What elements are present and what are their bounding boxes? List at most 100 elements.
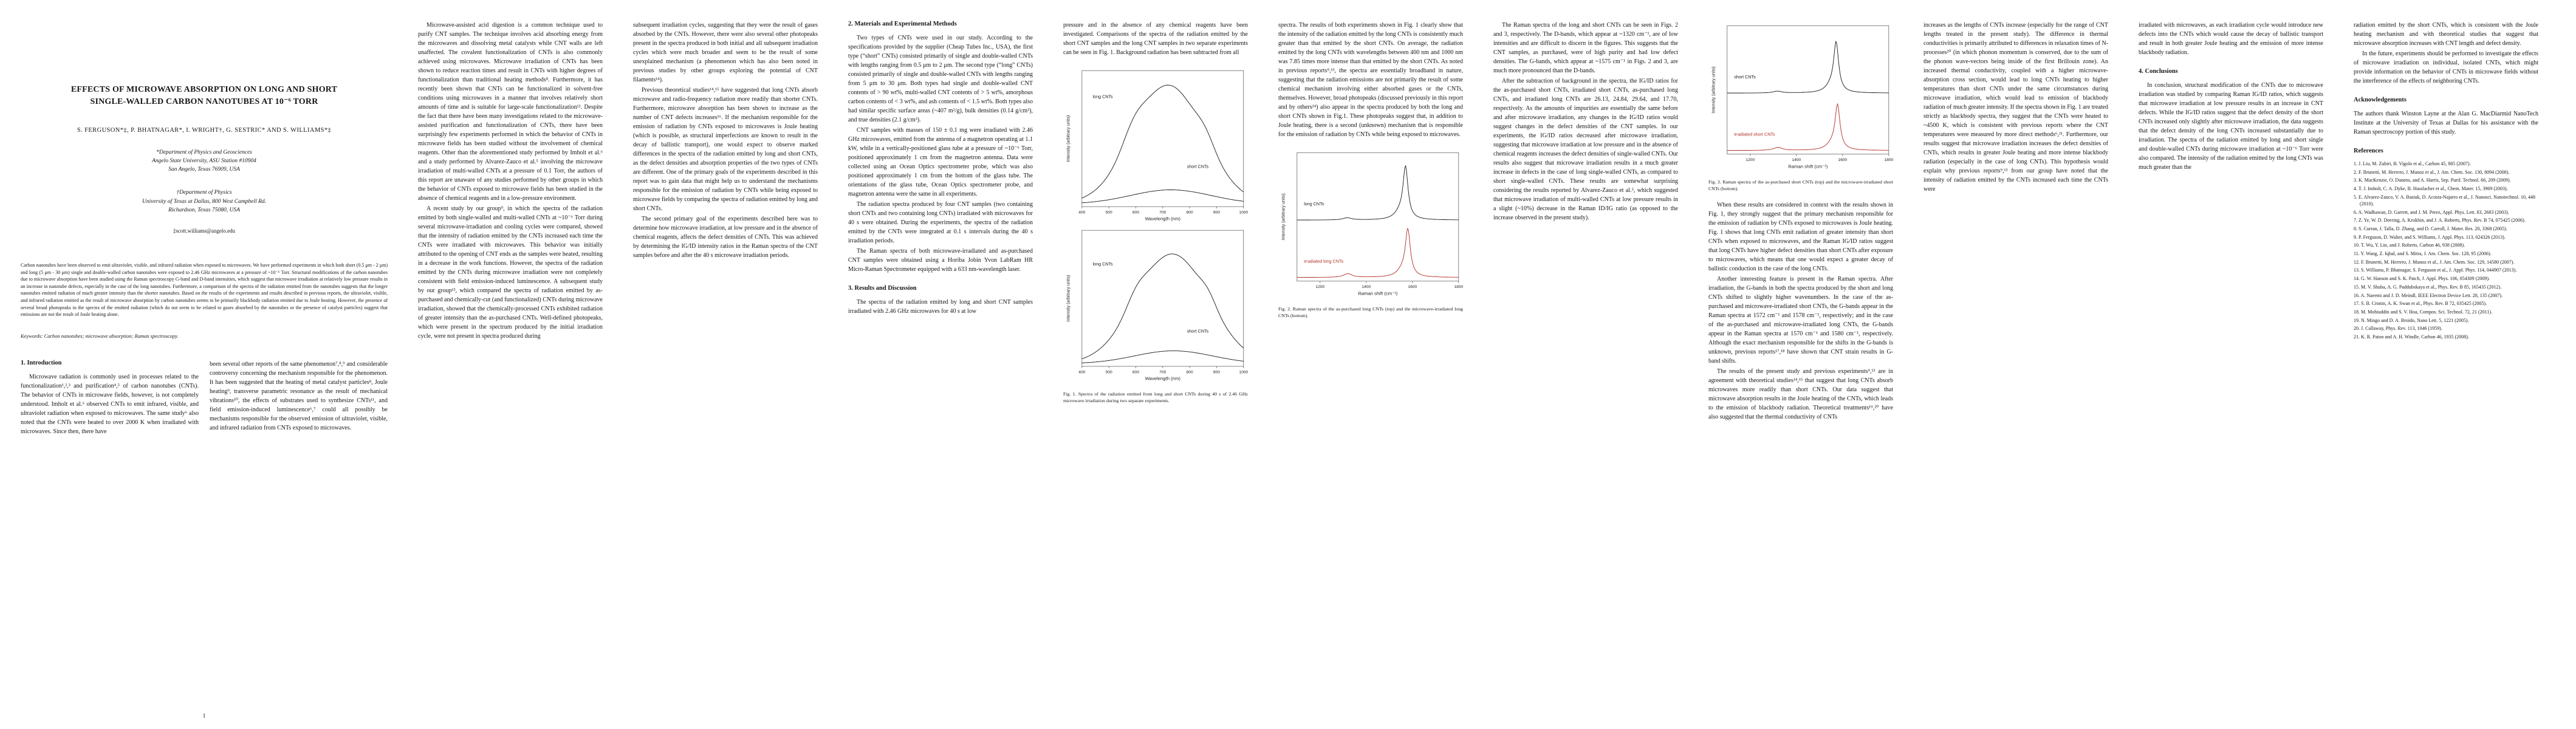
svg-text:600: 600 xyxy=(1132,210,1139,214)
introduction-paragraph-right: been several other reports of the same p… xyxy=(210,360,388,431)
column-11: radiation emitted by the short CNTs, whi… xyxy=(2354,21,2538,719)
body-paragraph: Another interesting feature is present i… xyxy=(1708,276,1893,365)
reference-item: 21. K. R. Paton and A. H. Windle, Carbon… xyxy=(2354,334,2469,340)
column-5: pressure and in the absence of any chemi… xyxy=(1063,21,1248,719)
fig2-series-as-purchased-long-CNTs xyxy=(1297,165,1459,221)
fig3-series-as-purchased-short-CNTs xyxy=(1727,41,1889,94)
body-paragraph: spectra. The results of both experiments… xyxy=(1278,22,1463,138)
reference-item: 13. S. Williams, P. Bhatnagar, S. Fergus… xyxy=(2354,267,2517,273)
svg-text:Intensity (arbitrary units): Intensity (arbitrary units) xyxy=(1066,275,1070,322)
body-paragraph: After the subtraction of background in t… xyxy=(1493,78,1678,221)
section-heading-results: 3. Results and Discussion xyxy=(848,285,917,292)
fig3-label-as-purchased-short-CNTs: short CNTs xyxy=(1734,75,1756,80)
affiliation-2-line1: †Department of Physics xyxy=(176,190,232,196)
keywords-line: Keywords: Carbon nanotubes; microwave ab… xyxy=(21,332,179,339)
svg-text:Raman shift (cm⁻¹): Raman shift (cm⁻¹) xyxy=(1358,290,1398,296)
reference-item: 14. G. W. Hanson and S. K. Patch, J. App… xyxy=(2354,276,2490,282)
acknowledgements-text: The authors thank Winston Layne at the A… xyxy=(2354,111,2538,135)
svg-text:500: 500 xyxy=(1106,370,1112,374)
svg-text:900: 900 xyxy=(1213,370,1220,374)
authors-line: S. FERGUSON*‡, P. BHATNAGAR*, I. WRIGHT†… xyxy=(77,126,332,134)
title-page: EFFECTS OF MICROWAVE ABSORPTION ON LONG … xyxy=(21,21,388,719)
svg-text:1600: 1600 xyxy=(1408,285,1417,289)
references-list: 1. J. Liu, M. Zubiri, B. Vigolo et al., … xyxy=(2354,160,2538,340)
section-heading-conclusions: 4. Conclusions xyxy=(2139,68,2178,75)
column-4-results-text: The spectra of the radiation emitted by … xyxy=(848,298,1033,316)
fig2-svg: 1200 1400 1600 1800 Raman shift (cm⁻¹) Intens… xyxy=(1281,152,1463,296)
body-paragraph: A recent study by our group⁹, in which t… xyxy=(418,205,603,340)
svg-text:600: 600 xyxy=(1132,370,1139,374)
fig2-label-microwave-irradiated-long-CNTs: irradiated long CNTs xyxy=(1304,259,1343,264)
affiliation-1-line1: *Department of Physics and Geosciences xyxy=(156,149,252,156)
figure-3-chart: 1200 1400 1600 1800 Raman shift (cm⁻¹) Intens… xyxy=(1708,21,1893,176)
reference-item: 11. Y. Wang, Z. Iqbal, and S. Mitra, J. … xyxy=(2354,251,2492,257)
reference-item: 6. A. Wadhawan, D. Garrett, and J. M. Pe… xyxy=(2354,209,2509,215)
introduction-column-left: 1. Introduction Microwave radiation is c… xyxy=(21,360,199,437)
column-10-conclusions-text: In conclusion, structural modification o… xyxy=(2139,81,2323,172)
svg-text:1800: 1800 xyxy=(1454,285,1463,289)
figure-1-caption: Fig. 1. Spectra of the radiation emitted… xyxy=(1063,391,1248,403)
section-heading-references: References xyxy=(2354,148,2383,154)
affiliation-2-line3: Richardson, Texas 75080, USA xyxy=(168,207,240,213)
reference-item: 19. N. Mingo and D. A. Broido, Nano Lett… xyxy=(2354,317,2469,323)
body-paragraph: increases as the lengths of CNTs increas… xyxy=(1923,22,2108,193)
column-11-text: radiation emitted by the short CNTs, whi… xyxy=(2354,21,2538,86)
introduction-column-right: been several other reports of the same p… xyxy=(210,360,388,437)
section-heading-methods: 2. Materials and Experimental Methods xyxy=(848,21,957,27)
fig1-label-short-CNTs: short CNTs xyxy=(1187,164,1209,169)
fig1-series-short-CNTs xyxy=(1081,350,1244,363)
reference-item: 20. J. Callaway, Phys. Rev. 113, 1046 (1… xyxy=(2354,326,2442,332)
fig3-label-microwave-irradiated-short-CNTs: irradiated short CNTs xyxy=(1734,132,1775,137)
author-email: ‡scott.williams@angelo.edu xyxy=(173,228,236,234)
body-paragraph: Microwave-assisted acid digestion is a c… xyxy=(418,22,603,202)
reference-item: 10. T. Wu, Y. Lin, and J. Roberts, Carbo… xyxy=(2354,242,2465,248)
column-4: 2. Materials and Experimental Methods Tw… xyxy=(848,21,1033,719)
svg-text:700: 700 xyxy=(1159,370,1166,374)
column-9: increases as the lengths of CNTs increas… xyxy=(1923,21,2108,719)
svg-text:Intensity (arbitrary units): Intensity (arbitrary units) xyxy=(1066,115,1070,162)
fig3-series-microwave-irradiated-short-CNTs xyxy=(1727,103,1889,151)
reference-item: 17. S. B. Cronin, A. K. Swan et al., Phy… xyxy=(2354,301,2487,307)
svg-text:1800: 1800 xyxy=(1884,158,1893,162)
column-6-text: spectra. The results of both experiments… xyxy=(1278,21,1463,139)
fig1-series-long-CNTs xyxy=(1081,253,1244,360)
column-8-text: When these results are considered in con… xyxy=(1708,200,1893,422)
reference-item: 1. J. Liu, M. Zubiri, B. Vigolo et al., … xyxy=(2354,161,2471,166)
column-9-text: increases as the lengths of CNTs increas… xyxy=(1923,21,2108,194)
figure-2-chart: 1200 1400 1600 1800 Raman shift (cm⁻¹) Intens… xyxy=(1278,148,1463,303)
svg-text:800: 800 xyxy=(1187,210,1193,214)
paper-title-line2: SINGLE-WALLED CARBON NANOTUBES AT 10⁻⁶ T… xyxy=(90,97,318,107)
section-heading-acknowledgements: Acknowledgements xyxy=(2354,97,2406,103)
fig1-label-short-CNTs: short CNTs xyxy=(1187,329,1209,334)
column-5-text: pressure and in the absence of any chemi… xyxy=(1063,21,1248,57)
fig1-series-long-CNTs xyxy=(1081,84,1244,199)
svg-text:400: 400 xyxy=(1078,370,1085,374)
affiliation-1-line3: San Angelo, Texas 76909, USA xyxy=(168,166,240,173)
column-8: 1200 1400 1600 1800 Raman shift (cm⁻¹) Intens… xyxy=(1708,21,1893,719)
fig1-label-long-CNTs: long CNTs xyxy=(1093,94,1113,99)
fig3-svg: 1200 1400 1600 1800 Raman shift (cm⁻¹) Intens… xyxy=(1711,25,1893,169)
body-paragraph: The Raman spectra of both microwave-irra… xyxy=(848,248,1033,273)
reference-item: 3. K. MacKenzie, O. Dunens, and A. Harri… xyxy=(2354,177,2511,183)
introduction-paragraph-left: Microwave radiation is commonly used in … xyxy=(21,373,199,435)
column-3-text: subsequent irradiation cycles, suggestin… xyxy=(633,21,818,260)
svg-text:1000: 1000 xyxy=(1239,210,1248,214)
svg-text:1400: 1400 xyxy=(1362,285,1371,289)
fig2-label-as-purchased-long-CNTs: long CNTs xyxy=(1304,202,1324,207)
paper-title-line1: EFFECTS OF MICROWAVE ABSORPTION ON LONG … xyxy=(70,85,338,94)
body-paragraph: In conclusion, structural modification o… xyxy=(2139,82,2323,171)
reference-item: 12. F. Brunetti, M. Herrero, J. Munoz et… xyxy=(2354,259,2515,265)
svg-text:1600: 1600 xyxy=(1838,158,1847,162)
body-paragraph: CNT samples with masses of 150 ± 0.1 mg … xyxy=(848,127,1033,197)
svg-text:800: 800 xyxy=(1187,370,1193,374)
fig1-label-long-CNTs: long CNTs xyxy=(1093,262,1113,267)
svg-text:700: 700 xyxy=(1159,210,1166,214)
body-paragraph: When these results are considered in con… xyxy=(1708,202,1893,273)
reference-item: 4. T. J. Imholt, C. A. Dyke, B. Hasslach… xyxy=(2354,186,2508,192)
body-paragraph: In the future, experiments should be per… xyxy=(2354,50,2538,84)
fig1-series-short-CNTs xyxy=(1081,190,1244,204)
figure-1: 400 500 600 700 800 900 1000 Wavelength (nm) Int… xyxy=(1063,66,1248,405)
fig2-series-microwave-irradiated-long-CNTs xyxy=(1297,228,1459,278)
figure-2: 1200 1400 1600 1800 Raman shift (cm⁻¹) Intens… xyxy=(1278,148,1463,319)
column-10-pre-text: irradiated with microwaves, as each irra… xyxy=(2139,21,2323,57)
